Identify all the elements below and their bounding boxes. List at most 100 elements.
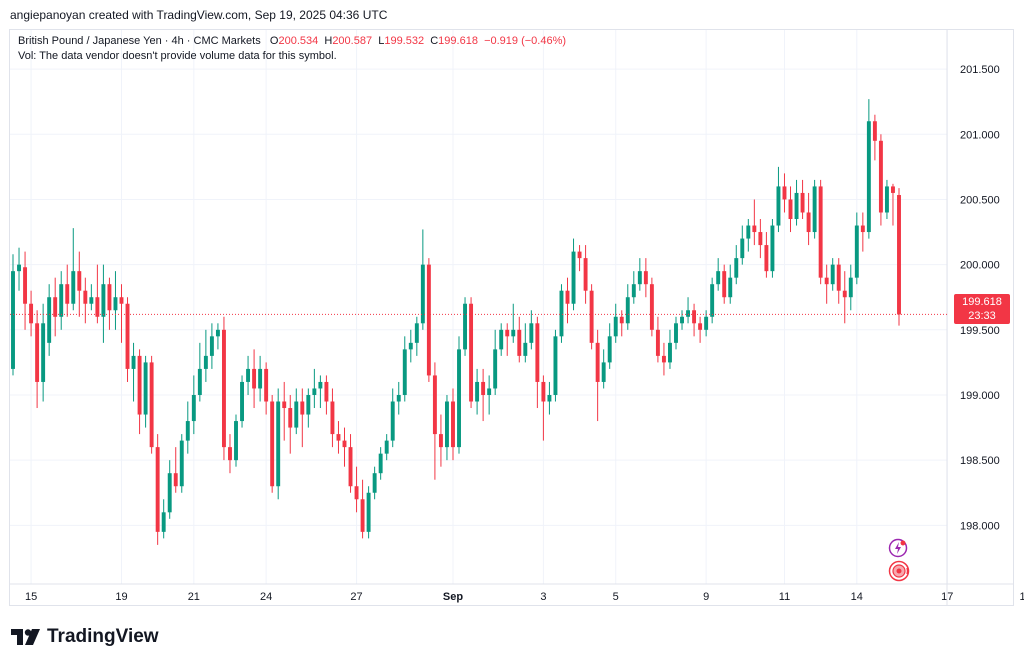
flash-alert-icon[interactable] bbox=[888, 538, 908, 563]
candle-body bbox=[59, 284, 64, 317]
x-tick-label: 27 bbox=[350, 591, 362, 603]
x-tick-label: 11 bbox=[779, 591, 790, 603]
candle-body bbox=[167, 473, 172, 513]
candle-body bbox=[360, 499, 365, 532]
last-price-tag: 199.618 23:33 bbox=[954, 294, 1010, 324]
high-label: H bbox=[324, 35, 333, 47]
symbol-name[interactable]: British Pound / Japanese Yen · 4h · CMC … bbox=[18, 35, 261, 47]
candle-body bbox=[758, 232, 763, 246]
x-tick-label: 15 bbox=[25, 591, 37, 603]
y-tick-label: 198.000 bbox=[960, 520, 1000, 532]
candle-body bbox=[384, 440, 389, 454]
candle-body bbox=[270, 401, 275, 487]
candle-body bbox=[318, 381, 323, 389]
candle-body bbox=[746, 225, 751, 239]
candle-body bbox=[487, 388, 492, 395]
candle-body bbox=[185, 421, 190, 441]
candle-body bbox=[631, 284, 636, 298]
candle-body bbox=[661, 355, 666, 363]
candle-body bbox=[752, 225, 757, 233]
candle-body bbox=[728, 277, 733, 298]
candle-body bbox=[607, 336, 612, 363]
candle-body bbox=[680, 316, 684, 324]
candle-body bbox=[770, 225, 775, 272]
y-tick-label: 200.000 bbox=[960, 260, 1000, 272]
candle-body bbox=[854, 225, 859, 278]
candle-body bbox=[589, 290, 594, 343]
candle-body bbox=[571, 251, 576, 304]
candle-body bbox=[655, 329, 660, 356]
candle-body bbox=[878, 140, 883, 213]
candle-body bbox=[179, 440, 184, 487]
replay-target-icon[interactable] bbox=[888, 560, 914, 587]
candle-body bbox=[649, 284, 654, 330]
candle-body bbox=[312, 388, 317, 395]
candle-body bbox=[637, 271, 642, 285]
y-tick-label: 199.500 bbox=[960, 325, 1000, 337]
candle-body bbox=[668, 342, 672, 363]
candle-body bbox=[83, 290, 88, 304]
candle-body bbox=[137, 355, 142, 415]
candle-body bbox=[643, 271, 648, 285]
candle-body bbox=[258, 368, 263, 389]
candle-body bbox=[734, 258, 739, 278]
candle-body bbox=[426, 264, 431, 376]
candle-body bbox=[517, 329, 522, 356]
candle-body bbox=[891, 186, 895, 193]
candle-body bbox=[342, 440, 347, 448]
candle-body bbox=[161, 512, 166, 532]
x-tick-label: Sep bbox=[443, 591, 463, 603]
candle-body bbox=[209, 336, 214, 356]
candle-body bbox=[390, 401, 395, 441]
candle-body bbox=[457, 349, 461, 448]
chart-credit: angiepanoyan created with TradingView.co… bbox=[10, 8, 388, 22]
y-tick-label: 198.500 bbox=[960, 455, 1000, 467]
candle-body bbox=[240, 381, 244, 422]
x-tick-label: 5 bbox=[613, 591, 619, 603]
candle-body bbox=[396, 394, 401, 402]
candle-body bbox=[65, 284, 70, 304]
candle-body bbox=[523, 342, 528, 356]
candle-body bbox=[23, 267, 28, 304]
candle-body bbox=[824, 277, 829, 285]
candle-body bbox=[812, 186, 817, 233]
tradingview-brand[interactable]: TradingView bbox=[11, 626, 159, 648]
candle-body bbox=[197, 368, 202, 395]
candle-body bbox=[818, 186, 823, 278]
candle-body bbox=[11, 271, 15, 369]
candle-body bbox=[408, 342, 413, 350]
close-value: 199.618 bbox=[438, 35, 478, 47]
candle-body bbox=[47, 297, 52, 343]
candle-body bbox=[29, 303, 34, 324]
candle-body bbox=[354, 486, 359, 500]
candle-body bbox=[95, 297, 100, 317]
candle-body bbox=[872, 121, 877, 141]
close-label: C bbox=[430, 35, 439, 47]
chart-frame[interactable] bbox=[9, 29, 1014, 606]
candle-body bbox=[77, 271, 82, 291]
candle-body bbox=[601, 362, 606, 382]
x-tick-label: 19 bbox=[1019, 591, 1024, 603]
candle-body bbox=[481, 381, 486, 395]
candle-body bbox=[499, 329, 504, 350]
candle-body bbox=[577, 251, 582, 259]
symbol-legend: British Pound / Japanese Yen · 4h · CMC … bbox=[18, 34, 566, 64]
candle-body bbox=[619, 316, 624, 324]
last-price-value: 199.618 bbox=[962, 296, 1002, 308]
candle-body bbox=[203, 355, 208, 369]
candle-body bbox=[559, 290, 564, 337]
candle-body bbox=[306, 394, 311, 415]
candle-body bbox=[215, 329, 220, 337]
candle-body bbox=[740, 238, 745, 259]
candle-body bbox=[698, 323, 703, 330]
candle-body bbox=[282, 401, 287, 409]
y-tick-label: 200.500 bbox=[960, 194, 1000, 206]
candle-body bbox=[221, 329, 226, 448]
candle-body bbox=[432, 375, 437, 435]
candle-body bbox=[113, 297, 118, 311]
candle-body bbox=[686, 310, 691, 317]
candle-body bbox=[704, 316, 709, 330]
candle-body bbox=[493, 349, 498, 389]
candle-body bbox=[722, 271, 727, 298]
